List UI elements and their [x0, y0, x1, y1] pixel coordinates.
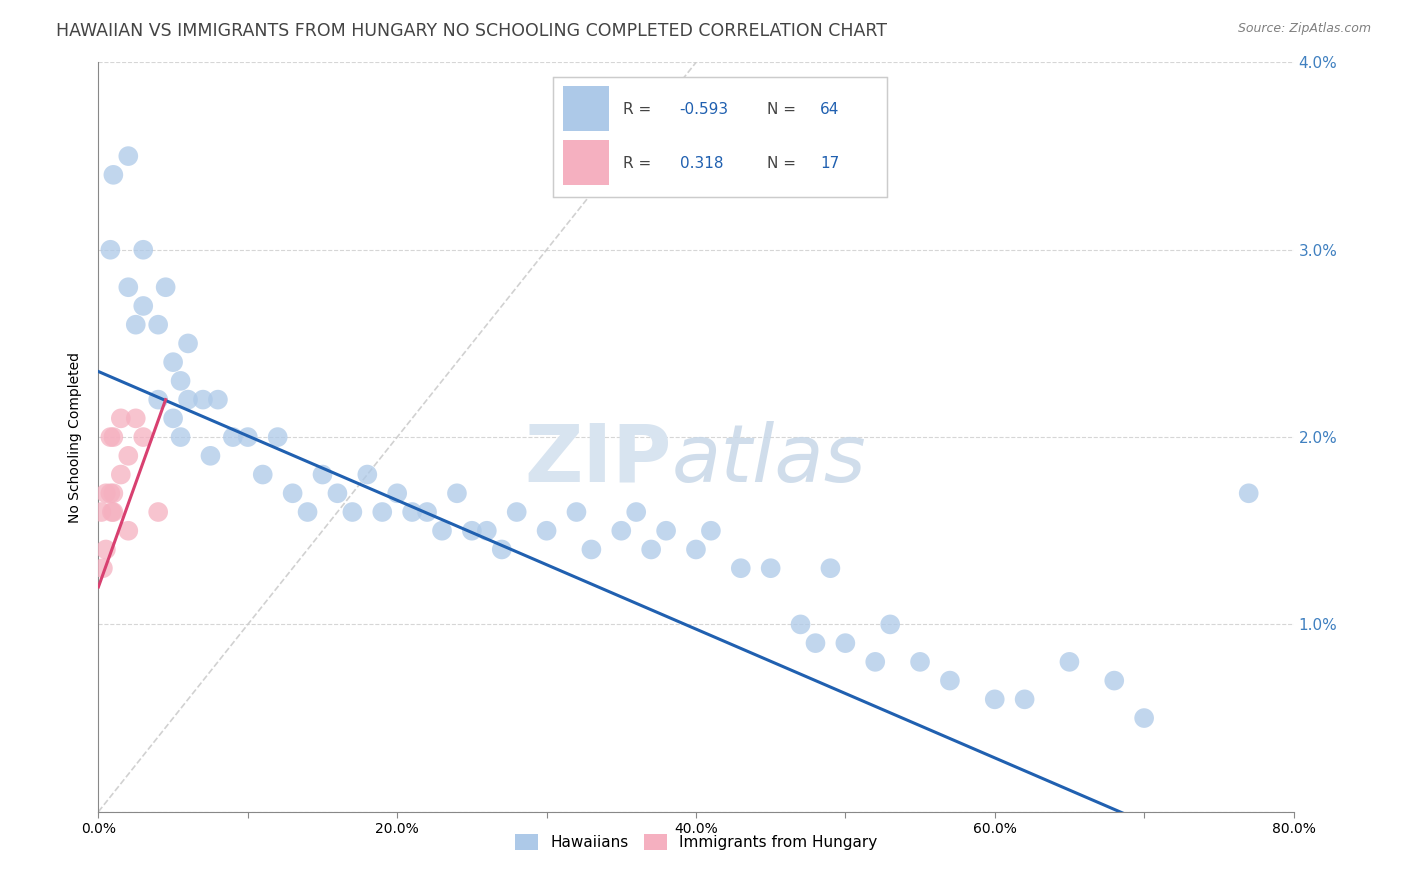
Point — [655, 524, 678, 538]
Point — [610, 524, 633, 538]
Point — [700, 524, 723, 538]
Point — [132, 243, 155, 257]
Point — [125, 411, 148, 425]
Point — [1014, 692, 1036, 706]
Text: atlas: atlas — [672, 420, 868, 499]
Point — [865, 655, 887, 669]
Point — [565, 505, 588, 519]
Point — [430, 524, 453, 538]
Point — [267, 430, 290, 444]
Point — [94, 542, 117, 557]
Point — [804, 636, 827, 650]
Point — [155, 280, 177, 294]
Point — [207, 392, 229, 407]
Point — [1059, 655, 1081, 669]
Point — [148, 392, 170, 407]
Point — [132, 299, 155, 313]
Point — [371, 505, 394, 519]
Point — [110, 411, 132, 425]
Point — [446, 486, 468, 500]
Point — [117, 149, 139, 163]
Point — [281, 486, 304, 500]
Point — [640, 542, 662, 557]
Point — [506, 505, 529, 519]
Point — [177, 392, 200, 407]
Point — [110, 467, 132, 482]
Point — [1133, 711, 1156, 725]
Point — [98, 430, 122, 444]
Point — [879, 617, 901, 632]
Text: HAWAIIAN VS IMMIGRANTS FROM HUNGARY NO SCHOOLING COMPLETED CORRELATION CHART: HAWAIIAN VS IMMIGRANTS FROM HUNGARY NO S… — [56, 22, 887, 40]
Text: Source: ZipAtlas.com: Source: ZipAtlas.com — [1237, 22, 1371, 36]
Point — [91, 561, 114, 575]
Point — [94, 486, 117, 500]
Point — [103, 486, 125, 500]
Point — [169, 430, 191, 444]
Point — [342, 505, 364, 519]
Point — [491, 542, 513, 557]
Text: ZIP: ZIP — [524, 420, 672, 499]
Point — [148, 505, 170, 519]
Point — [908, 655, 931, 669]
Point — [98, 486, 122, 500]
Point — [1237, 486, 1260, 500]
Point — [117, 280, 139, 294]
Point — [162, 355, 184, 369]
Point — [98, 243, 122, 257]
Point — [162, 411, 184, 425]
Point — [626, 505, 648, 519]
Point — [177, 336, 200, 351]
Point — [730, 561, 752, 575]
Point — [834, 636, 856, 650]
Point — [252, 467, 274, 482]
Point — [759, 561, 782, 575]
Point — [200, 449, 222, 463]
Point — [236, 430, 259, 444]
Point — [1104, 673, 1126, 688]
Point — [385, 486, 409, 500]
Point — [297, 505, 319, 519]
Point — [581, 542, 603, 557]
Point — [356, 467, 378, 482]
Point — [311, 467, 333, 482]
Point — [401, 505, 423, 519]
Point — [101, 505, 124, 519]
Legend: Hawaiians, Immigrants from Hungary: Hawaiians, Immigrants from Hungary — [509, 829, 883, 856]
Point — [90, 505, 112, 519]
Point — [536, 524, 558, 538]
Point — [461, 524, 484, 538]
Point — [125, 318, 148, 332]
Point — [475, 524, 498, 538]
Y-axis label: No Schooling Completed: No Schooling Completed — [69, 351, 83, 523]
Point — [117, 449, 139, 463]
Point — [820, 561, 842, 575]
Point — [103, 168, 125, 182]
Point — [685, 542, 707, 557]
Point — [103, 430, 125, 444]
Point — [326, 486, 349, 500]
Point — [103, 505, 125, 519]
Point — [117, 524, 139, 538]
Point — [789, 617, 811, 632]
Point — [191, 392, 214, 407]
Point — [416, 505, 439, 519]
Point — [222, 430, 245, 444]
Point — [148, 318, 170, 332]
Point — [132, 430, 155, 444]
Point — [939, 673, 962, 688]
Point — [984, 692, 1007, 706]
Point — [169, 374, 191, 388]
